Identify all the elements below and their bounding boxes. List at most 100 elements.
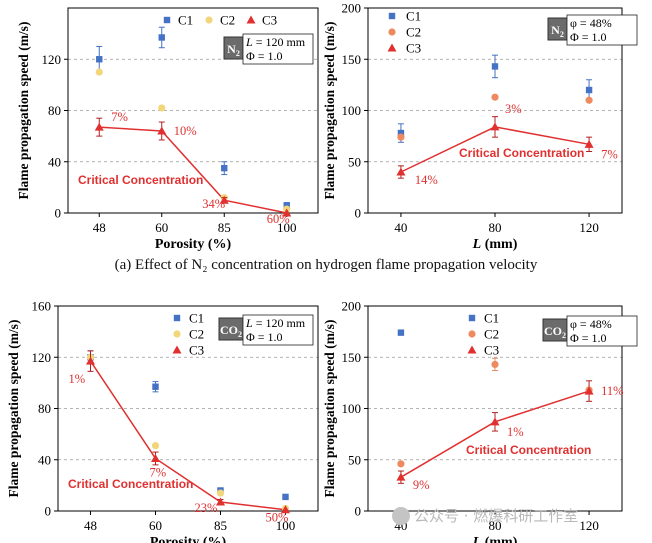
data-point-C3 xyxy=(281,505,290,514)
point-label: 7% xyxy=(111,110,128,124)
watermark: 公众号 · 燃爆科研工作室 xyxy=(392,505,578,526)
y-tick-label: 120 xyxy=(32,350,52,365)
y-tick-label: 0 xyxy=(45,504,52,519)
x-tick-label: 100 xyxy=(276,518,296,533)
data-point-C3 xyxy=(94,122,104,131)
legend-marker-C1 xyxy=(173,314,181,322)
annotation-critical-concentration: Critical Concentration xyxy=(78,173,203,187)
annotation-critical-concentration: Critical Concentration xyxy=(466,443,591,457)
x-axis-label: L (mm) xyxy=(472,535,518,543)
data-point-C2 xyxy=(151,442,160,450)
y-tick-label: 0 xyxy=(355,206,362,221)
data-point-C2 xyxy=(95,68,103,76)
x-tick-label: 120 xyxy=(579,220,599,235)
data-point-C2 xyxy=(397,460,405,468)
legend-label-C3: C3 xyxy=(189,343,204,358)
legend-marker-C3 xyxy=(467,345,477,354)
legend-label-C1: C1 xyxy=(484,311,499,326)
figure-caption: (a) Effect of N₂ concentration on hydrog… xyxy=(114,257,538,273)
y-tick-label: 50 xyxy=(348,452,361,467)
legend-label-C3: C3 xyxy=(406,41,421,56)
legend-label-C2: C2 xyxy=(220,13,235,28)
data-point-C3 xyxy=(396,167,406,176)
x-axis-label: L (mm) xyxy=(472,237,518,252)
data-point-C1 xyxy=(283,202,290,209)
legend-marker-C2 xyxy=(388,28,396,36)
data-point-C3 xyxy=(157,126,167,135)
param-text: φ = 48% xyxy=(570,16,612,30)
point-label: 10% xyxy=(174,124,197,138)
point-label: 50% xyxy=(266,511,289,525)
data-point-C2 xyxy=(158,104,166,112)
legend-marker-C1 xyxy=(388,12,396,20)
legend-marker-C2 xyxy=(173,330,181,338)
x-axis-label: Porosity (%) xyxy=(150,535,227,543)
legend-marker-C2 xyxy=(468,330,476,338)
series-line-C3 xyxy=(89,360,286,511)
data-point-C3 xyxy=(584,139,594,148)
y-tick-label: 80 xyxy=(48,103,61,118)
y-tick-label: 160 xyxy=(32,299,52,314)
point-label: 3% xyxy=(505,102,522,116)
data-point-C1 xyxy=(221,164,228,172)
point-label: 60% xyxy=(267,212,290,226)
x-tick-label: 48 xyxy=(84,518,97,533)
point-label: 23% xyxy=(195,501,218,515)
y-tick-label: 40 xyxy=(38,452,51,467)
x-tick-label: 80 xyxy=(489,518,502,533)
param-text: Φ = 1.0 xyxy=(246,330,283,344)
x-tick-label: 85 xyxy=(218,220,231,235)
gas-badge-label: CO2 xyxy=(544,324,566,340)
y-tick-label: 120 xyxy=(42,52,62,67)
x-tick-label: 60 xyxy=(149,518,162,533)
legend-marker-C2 xyxy=(205,16,213,24)
point-label: 9% xyxy=(413,478,430,492)
data-point-C3 xyxy=(151,453,160,462)
legend-marker-C3 xyxy=(246,15,256,24)
data-point-C2 xyxy=(585,96,593,104)
data-point-C1 xyxy=(397,329,405,336)
x-tick-label: 120 xyxy=(579,518,599,533)
params-box xyxy=(566,14,638,46)
legend-label-C2: C2 xyxy=(484,327,499,342)
legend-label-C3: C3 xyxy=(262,13,277,28)
legend-marker-C3 xyxy=(172,345,182,354)
data-point-C3 xyxy=(396,472,406,481)
x-tick-label: 40 xyxy=(394,220,407,235)
y-axis-label: Flame propagation speed (m/s) xyxy=(6,320,21,498)
param-text: L = 120 mm xyxy=(245,316,306,330)
y-tick-label: 40 xyxy=(48,154,61,169)
x-tick-label: 48 xyxy=(93,220,106,235)
point-label: 1% xyxy=(507,425,524,439)
y-tick-label: 200 xyxy=(342,299,362,314)
data-point-C2 xyxy=(216,489,225,497)
series-line-C3 xyxy=(99,126,287,214)
y-axis-label: Flame propagation speed (m/s) xyxy=(322,22,337,200)
annotation-critical-concentration: Critical Concentration xyxy=(459,146,584,160)
y-tick-label: 200 xyxy=(342,1,362,16)
chart-panel-3: 0 40 80 120 160 48 60 85 100 Porosity (%) Flame pr… xyxy=(6,299,319,543)
params-box xyxy=(566,315,638,347)
param-text: L = 120 mm xyxy=(245,35,306,49)
point-label: 7% xyxy=(601,147,618,161)
param-text: Φ = 1.0 xyxy=(570,331,607,345)
data-point-C3 xyxy=(86,356,95,365)
param-text: φ = 48% xyxy=(570,317,612,331)
data-point-C3 xyxy=(282,208,292,217)
point-label: 11% xyxy=(601,384,623,398)
y-tick-label: 0 xyxy=(355,504,362,519)
legend-label-C2: C2 xyxy=(406,25,421,40)
point-label: 34% xyxy=(202,197,225,211)
data-point-C1 xyxy=(397,129,405,137)
point-label: 14% xyxy=(415,173,438,187)
data-point-C1 xyxy=(585,86,593,94)
legend-label-C1: C1 xyxy=(406,9,421,24)
point-label: 1% xyxy=(69,372,86,386)
data-point-C1 xyxy=(491,63,499,70)
x-axis-label: Porosity (%) xyxy=(155,237,232,252)
y-axis-label: Flame propagation speed (m/s) xyxy=(322,320,337,498)
y-tick-label: 100 xyxy=(342,103,362,118)
data-point-C3 xyxy=(490,122,500,131)
